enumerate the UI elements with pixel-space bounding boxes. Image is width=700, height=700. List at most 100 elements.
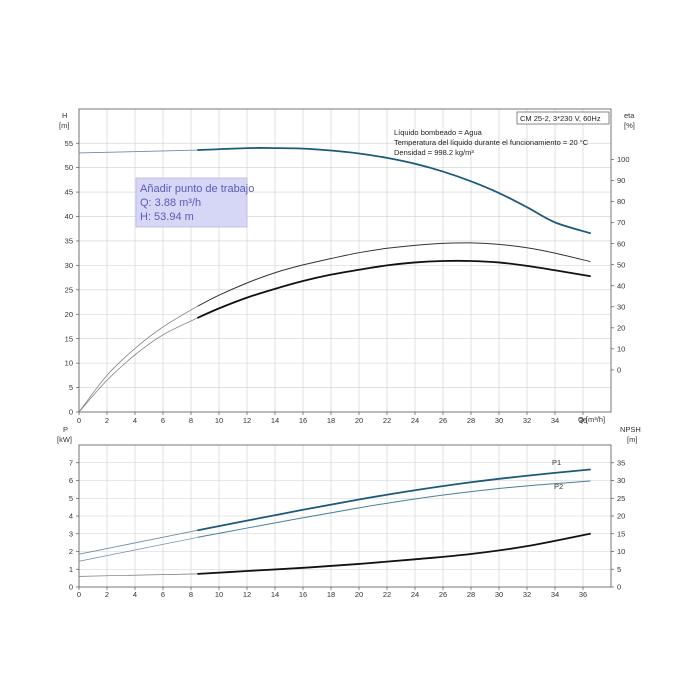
y-left-tick-label: 6 bbox=[69, 476, 73, 485]
y-left-tick-label: 5 bbox=[69, 494, 73, 503]
x-tick-label: 6 bbox=[161, 590, 165, 599]
x-tick-label: 30 bbox=[495, 590, 503, 599]
x-tick-label: 14 bbox=[271, 416, 279, 425]
duty-point-h: H: 53.94 m bbox=[140, 211, 194, 223]
series-label-p1: P1 bbox=[552, 458, 561, 467]
x-tick-label: 32 bbox=[523, 590, 531, 599]
power-npsh-panel: 0 2 4 6 8 10 12 14 16 18 20 22 24 26 28 30 32 34 360123456… bbox=[57, 425, 641, 599]
y-right-tick-label: 0 bbox=[617, 366, 621, 375]
info-line-temperature: Temperatura del líquido durante el funci… bbox=[394, 138, 589, 147]
model-header-box bbox=[516, 111, 610, 125]
y-right-tick-label: 60 bbox=[617, 239, 625, 248]
y-left-tick-label: 0 bbox=[69, 583, 73, 592]
curve-p1_thin bbox=[78, 529, 199, 555]
info-line-liquid: Líquido bombeado = Agua bbox=[394, 128, 483, 137]
x-tick-label: 24 bbox=[411, 590, 419, 599]
head-efficiency-panel: 0 2 4 6 8 10 12 14 16 18 20 22 24 26 28 30 32 34 360510152… bbox=[59, 108, 635, 425]
x-tick-label: 28 bbox=[467, 416, 475, 425]
duty-point-box-background[interactable] bbox=[135, 177, 248, 228]
x-tick-label: 4 bbox=[133, 590, 137, 599]
curve-eta_upper bbox=[197, 242, 591, 307]
x-tick-label: 12 bbox=[243, 416, 251, 425]
y-right-tick-label: 20 bbox=[617, 323, 625, 332]
model-header-text: CM 25-2, 3*230 V, 60Hz bbox=[520, 114, 601, 123]
y-right-tick-label: 90 bbox=[617, 176, 625, 185]
y-left-tick-label: 30 bbox=[65, 261, 73, 270]
x-tick-label: 14 bbox=[271, 590, 279, 599]
y-right-label-eta: eta bbox=[624, 111, 635, 120]
y-left-tick-label: 10 bbox=[65, 359, 73, 368]
x-axis-unit-label: Q [m³/h] bbox=[578, 415, 605, 424]
curve-npsh bbox=[197, 532, 591, 575]
x-tick-label: 0 bbox=[77, 590, 81, 599]
curve-head_thin bbox=[78, 149, 199, 154]
x-tick-label: 6 bbox=[161, 416, 165, 425]
curve-eta_thin bbox=[78, 305, 199, 413]
y-left-tick-label: 5 bbox=[69, 383, 73, 392]
y-right-tick-label: 100 bbox=[617, 155, 630, 164]
x-tick-label: 34 bbox=[551, 416, 559, 425]
y-right-tick-label: 80 bbox=[617, 197, 625, 206]
x-tick-label: 16 bbox=[299, 416, 307, 425]
y-left-label-h: H bbox=[62, 111, 67, 120]
y-left-tick-label: 35 bbox=[65, 237, 73, 246]
y-left-tick-label: 25 bbox=[65, 285, 73, 294]
curve-eta2_thin bbox=[78, 317, 199, 413]
y-left-tick-label: 20 bbox=[65, 310, 73, 319]
y-right-tick-label: 70 bbox=[617, 218, 625, 227]
x-tick-label: 26 bbox=[439, 416, 447, 425]
duty-point-title[interactable]: Añadir punto de trabajo bbox=[140, 183, 254, 195]
y-right-tick-label: 5 bbox=[617, 565, 621, 574]
y-right-unit-eta: [%] bbox=[624, 121, 635, 130]
x-tick-label: 12 bbox=[243, 590, 251, 599]
x-tick-label: 10 bbox=[215, 590, 223, 599]
y-right-tick-label: 50 bbox=[617, 260, 625, 269]
x-tick-label: 24 bbox=[411, 416, 419, 425]
y-left-unit-h: [m] bbox=[59, 121, 69, 130]
x-tick-label: 18 bbox=[327, 590, 335, 599]
y-left-tick-label: 4 bbox=[69, 512, 73, 521]
x-tick-label: 10 bbox=[215, 416, 223, 425]
y-left-tick-label: 0 bbox=[69, 408, 73, 417]
y-right-tick-label: 35 bbox=[617, 458, 625, 467]
x-tick-label: 2 bbox=[105, 416, 109, 425]
bottom-curves bbox=[78, 468, 591, 577]
y-left-label-p: P bbox=[63, 425, 68, 434]
x-tick-label: 26 bbox=[439, 590, 447, 599]
y-left-tick-label: 55 bbox=[65, 139, 73, 148]
curve-npsh_thin bbox=[78, 573, 199, 577]
y-left-unit-kw: [kW] bbox=[57, 435, 72, 444]
x-tick-label: 22 bbox=[383, 590, 391, 599]
x-tick-label: 20 bbox=[355, 416, 363, 425]
y-left-tick-label: 3 bbox=[69, 529, 73, 538]
y-left-tick-label: 15 bbox=[65, 334, 73, 343]
series-label-p2: P2 bbox=[554, 482, 563, 491]
x-tick-label: 30 bbox=[495, 416, 503, 425]
y-right-unit-m: [m] bbox=[627, 435, 637, 444]
y-left-tick-label: 2 bbox=[69, 547, 73, 556]
y-left-tick-label: 50 bbox=[65, 163, 73, 172]
top-curves bbox=[78, 147, 591, 413]
curve-head bbox=[197, 147, 591, 235]
y-left-tick-label: 1 bbox=[69, 565, 73, 574]
y-right-tick-label: 30 bbox=[617, 302, 625, 311]
x-tick-label: 16 bbox=[299, 590, 307, 599]
x-tick-label: 2 bbox=[105, 590, 109, 599]
curve-p1 bbox=[197, 468, 591, 532]
duty-point-q: Q: 3.88 m³/h bbox=[140, 197, 201, 209]
x-tick-label: 22 bbox=[383, 416, 391, 425]
x-tick-label: 4 bbox=[133, 416, 137, 425]
x-tick-label: 8 bbox=[189, 590, 193, 599]
top-grid bbox=[78, 109, 611, 412]
add-duty-point-box[interactable]: Añadir punto de trabajo Q: 3.88 m³/h H: … bbox=[135, 177, 254, 228]
y-right-tick-label: 15 bbox=[617, 529, 625, 538]
x-tick-label: 36 bbox=[579, 416, 587, 425]
curve-p2_thin bbox=[78, 536, 199, 562]
y-right-tick-label: 40 bbox=[617, 281, 625, 290]
x-tick-label: 32 bbox=[523, 416, 531, 425]
top-plot-frame bbox=[78, 108, 612, 413]
y-right-tick-label: 0 bbox=[617, 583, 621, 592]
y-left-tick-label: 7 bbox=[69, 458, 73, 467]
x-tick-label: 8 bbox=[189, 416, 193, 425]
